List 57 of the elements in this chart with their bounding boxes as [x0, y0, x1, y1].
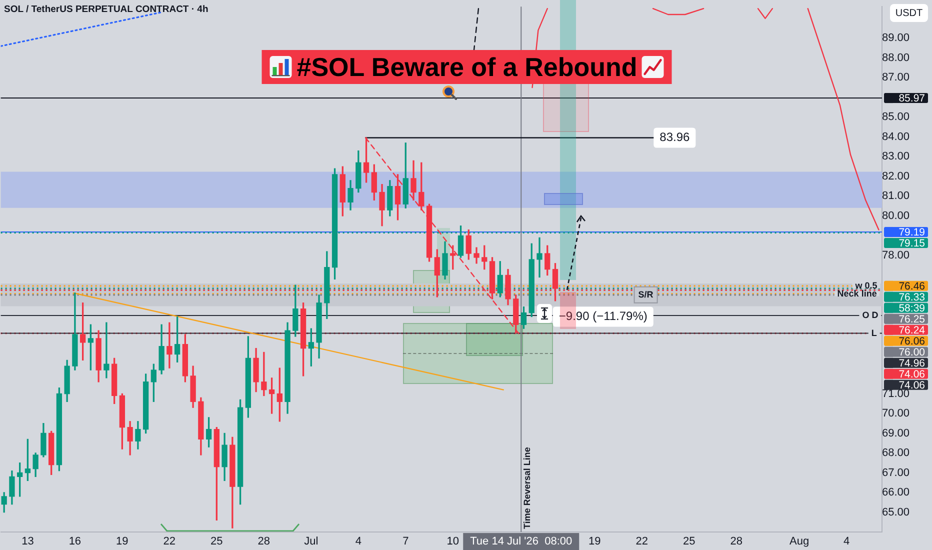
- x-tick-label: 22: [163, 536, 176, 548]
- y-tick-label: 69.00: [882, 427, 910, 440]
- x-tick-label: 19: [116, 536, 128, 548]
- chart-subtitle: SOL / TetherUS PERPETUAL CONTRACT · 4h: [4, 4, 208, 15]
- legend-label: 76.25: [898, 313, 926, 326]
- legend-label: 74.96: [898, 357, 926, 370]
- ref-line-label: Time Reversal Line: [522, 447, 532, 529]
- y-tick-label: 66.00: [882, 486, 910, 499]
- annotation: O D: [862, 310, 879, 320]
- x-tick-label: 19: [588, 536, 601, 548]
- x-tick-label: 4: [355, 536, 362, 548]
- legend-label: 74.06: [898, 368, 926, 380]
- x-tick-label: Jul: [304, 536, 318, 548]
- x-tick-label: 28: [730, 536, 742, 548]
- ref-line-label: 76.33: [898, 291, 926, 304]
- y-tick-label: 78.00: [882, 250, 910, 262]
- y-tick-label: 81.00: [882, 190, 910, 202]
- x-tick-label: 16: [68, 536, 82, 548]
- annotation: −9.90 (−11.79%): [558, 309, 648, 324]
- x-tick-label: Aug: [790, 536, 810, 548]
- annotation: L: [871, 328, 878, 338]
- y-tick-label: 67.00: [882, 466, 910, 479]
- y-tick-label: 89.00: [882, 32, 910, 44]
- x-tick-label: 13: [22, 536, 34, 548]
- x-tick-label: 22: [636, 536, 648, 548]
- y-tick-label: 71.00: [882, 388, 910, 400]
- annotation: Neck line: [837, 288, 877, 298]
- annotation: 83.96: [660, 130, 690, 144]
- legend-label: 76.00: [898, 346, 926, 358]
- legend-label: 76.24: [898, 324, 926, 336]
- y-tick-label: 68.00: [882, 447, 910, 460]
- legend-label: 76.06: [898, 335, 926, 348]
- y-tick-label: 87.00: [882, 72, 910, 84]
- band-label: S/R: [638, 289, 654, 300]
- y-tick-label: 82.00: [882, 170, 910, 182]
- ref-line-label: 85.97: [898, 92, 926, 104]
- legend-label: 79.15: [898, 237, 926, 250]
- x-tick-label: 4: [844, 536, 850, 548]
- y-tick-label: 70.00: [882, 408, 910, 420]
- y-tick-label: 80.00: [882, 210, 910, 222]
- x-tick-label: 10: [446, 536, 460, 548]
- x-tick-label: 28: [258, 536, 270, 548]
- x-tick-label: Tue 14 Jul '26 08:00: [470, 536, 572, 548]
- y-tick-label: 88.00: [882, 52, 910, 64]
- ref-line-label: 76.46: [898, 280, 926, 292]
- y-tick-label: 84.00: [882, 130, 910, 143]
- y-axis-title: USDT: [890, 4, 928, 22]
- x-tick-label: 25: [210, 536, 223, 548]
- annotation: w 0.5: [854, 280, 878, 290]
- text: #SOL Beware of a Rebound: [296, 52, 638, 82]
- y-tick-label: 83.00: [882, 150, 910, 163]
- ref-line-label: 79.19: [898, 226, 926, 238]
- y-tick-label: 85.00: [882, 111, 910, 124]
- x-tick-label: 25: [682, 536, 696, 548]
- text: 58:39: [898, 302, 926, 314]
- y-tick-label: 65.00: [882, 506, 910, 518]
- x-tick-label: 7: [402, 536, 409, 548]
